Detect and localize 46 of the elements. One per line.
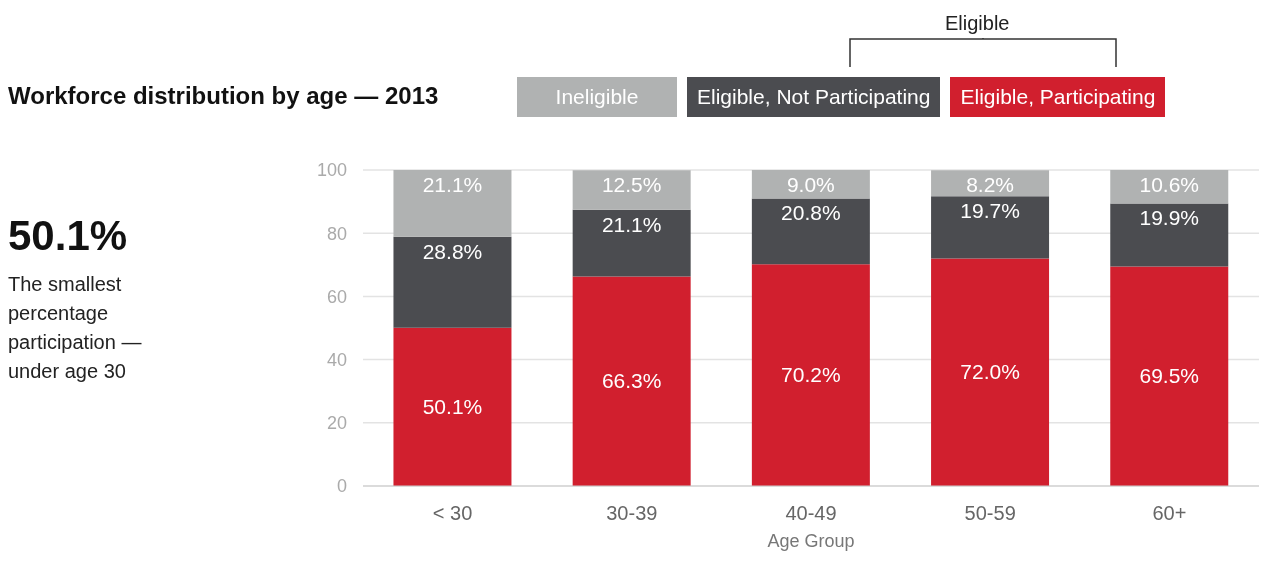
data-label: 21.1% <box>601 212 662 236</box>
data-label: 50.1% <box>422 394 483 418</box>
x-tick-label: 60+ <box>1152 502 1187 525</box>
text: Eligible, Participating <box>950 77 1166 117</box>
data-label: 28.8% <box>422 239 483 263</box>
data-label: 19.7% <box>960 199 1020 223</box>
x-tick-label: 50-59 <box>964 502 1016 525</box>
bar <box>1110 203 1229 267</box>
y-tick-label: 20 <box>326 413 347 434</box>
chart-title: Workforce distribution by age — 2013 <box>8 82 439 110</box>
x-axis-title: Age Group <box>767 531 855 551</box>
bar <box>393 236 512 328</box>
text: Eligible, Not Participating <box>687 77 941 117</box>
y-tick-label: 100 <box>316 160 347 181</box>
data-label: 20.8% <box>781 201 841 225</box>
bar <box>931 196 1050 259</box>
data-label: 9.0% <box>786 173 835 196</box>
y-tick-label: 40 <box>326 349 347 370</box>
x-tick-label: < 30 <box>432 502 473 525</box>
data-label: 8.2% <box>966 173 1014 197</box>
bar <box>572 170 691 210</box>
bar <box>1110 266 1229 486</box>
y-tick-label: 60 <box>326 286 347 307</box>
data-label: 19.9% <box>1139 206 1200 230</box>
x-tick-label: 40-49 <box>785 502 837 525</box>
bar <box>572 276 691 486</box>
text: 50.1% <box>8 212 128 260</box>
bar <box>572 209 691 277</box>
data-label: 10.6% <box>1139 173 1200 196</box>
bar <box>751 264 870 486</box>
data-label: 69.5% <box>1139 364 1200 388</box>
data-label: 66.3% <box>601 369 662 393</box>
y-tick-label: 0 <box>336 476 347 497</box>
bar <box>393 327 512 486</box>
data-label: 21.1% <box>422 173 483 196</box>
data-label: 72.0% <box>960 360 1020 384</box>
bar <box>931 258 1050 486</box>
y-tick-label: 80 <box>326 223 347 244</box>
text: Ineligible <box>517 77 677 117</box>
x-tick-label: 30-39 <box>606 502 658 525</box>
data-label: 70.2% <box>781 363 841 387</box>
data-label: 12.5% <box>601 173 662 197</box>
bar <box>751 198 870 265</box>
legend-title: Eligible <box>945 12 1010 35</box>
bar <box>393 170 512 237</box>
text: The smallest percentage participation — under age 30 <box>8 272 143 384</box>
